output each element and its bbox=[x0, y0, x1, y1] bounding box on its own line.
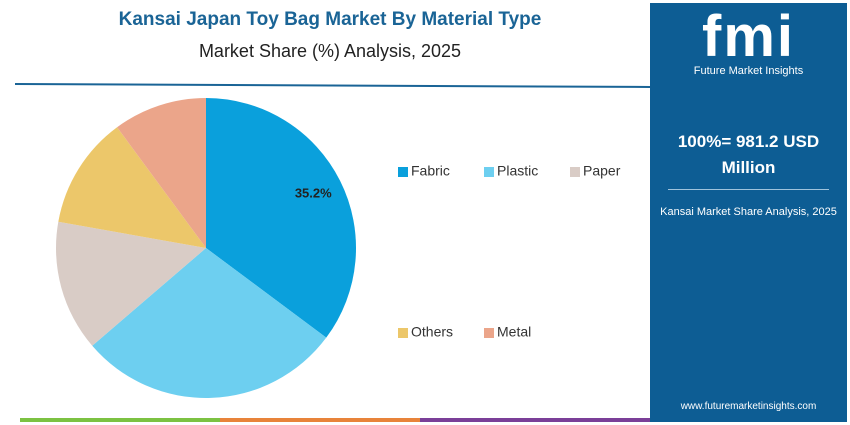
logo: fmi bbox=[702, 4, 795, 69]
caption: Kansai Market Share Analysis, 2025 bbox=[660, 206, 837, 218]
pie-slice bbox=[206, 98, 356, 338]
footer-bar bbox=[220, 418, 420, 422]
legend-swatch bbox=[398, 328, 408, 338]
rule bbox=[668, 189, 829, 190]
pie-slice bbox=[117, 98, 206, 248]
divider bbox=[14, 83, 650, 88]
pie-slice bbox=[55, 221, 206, 346]
legend-swatch bbox=[484, 328, 494, 338]
chart-subtitle: Market Share (%) Analysis, 2025 bbox=[199, 41, 461, 61]
url[interactable]: www.futuremarketinsights.com bbox=[680, 401, 817, 412]
data-label: 35.2% bbox=[295, 186, 332, 201]
legend-swatch bbox=[398, 167, 408, 177]
footer-bar bbox=[20, 418, 220, 422]
legend-label: Fabric bbox=[411, 163, 450, 179]
legend-swatch bbox=[484, 167, 494, 177]
total: 100%= 981.2 USD Million bbox=[677, 132, 820, 177]
chart: Kansai Japan Toy Bag Market By Material … bbox=[14, 9, 650, 422]
legend-label: Metal bbox=[497, 324, 531, 340]
brand: Future Market Insights bbox=[693, 65, 804, 77]
legend-label: Others bbox=[411, 324, 453, 340]
chart-title: Kansai Japan Toy Bag Market By Material … bbox=[119, 9, 542, 30]
side-panel: fmi Future Market Insights 100%= 981.2 U… bbox=[650, 3, 847, 422]
legend-label: Paper bbox=[583, 163, 621, 179]
legend-swatch bbox=[570, 167, 580, 177]
pie-slice bbox=[58, 127, 206, 248]
footer-bar bbox=[420, 418, 650, 422]
legend-label: Plastic bbox=[497, 163, 538, 179]
pie-slice bbox=[92, 248, 327, 399]
